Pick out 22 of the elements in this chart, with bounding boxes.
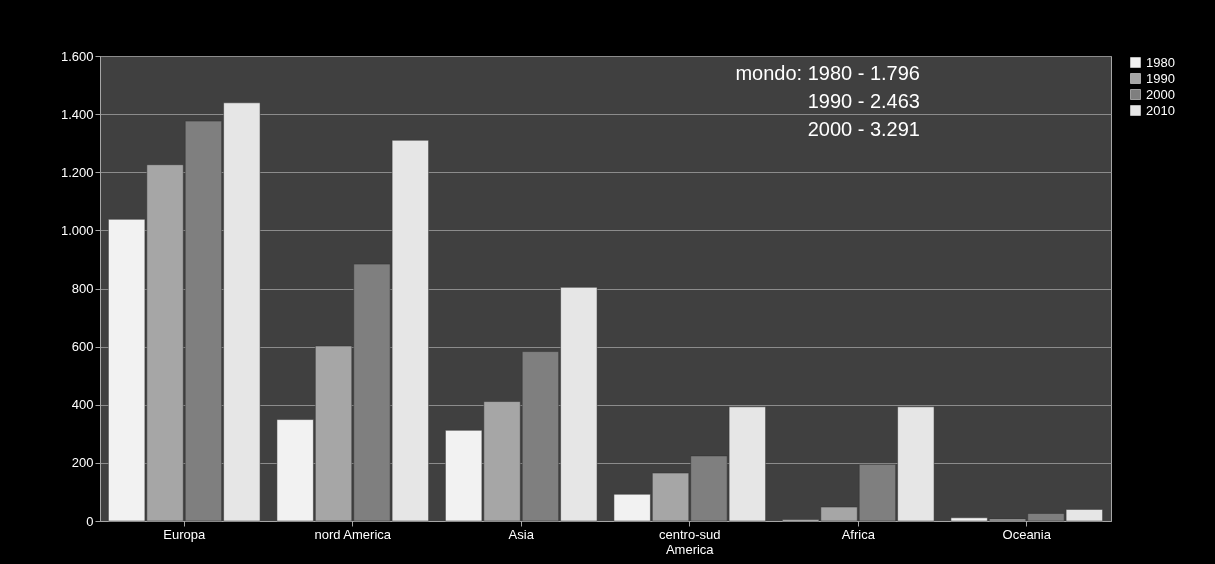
annotation: mondo: 1980 - 1.796 xyxy=(735,62,920,84)
legend-label: 2000 xyxy=(1146,86,1175,102)
x-tick-label: Europa xyxy=(163,526,206,542)
x-tick-label: Oceania xyxy=(1002,526,1052,542)
y-tick-label: 800 xyxy=(71,281,94,296)
legend-label: 1980 xyxy=(1146,54,1175,70)
y-tick-label: 400 xyxy=(71,397,94,413)
x-tick-label: Africa xyxy=(841,526,876,542)
y-tick-label: 1.200 xyxy=(60,164,94,180)
x-tick-label: nord America xyxy=(314,526,392,542)
legend-label: 2010 xyxy=(1146,102,1175,118)
y-tick-label: 1.600 xyxy=(60,48,94,64)
x-tick-label: centro-sud America xyxy=(659,526,721,557)
y-tick-label: 600 xyxy=(71,339,94,355)
y-tick-label: 200 xyxy=(71,455,94,471)
annotation: 2000 - 3.291 xyxy=(807,118,920,140)
y-tick-label: 0 xyxy=(86,513,94,529)
annotation: 1990 - 2.463 xyxy=(807,90,920,112)
legend-label: 1990 xyxy=(1146,70,1175,86)
x-tick-label: Asia xyxy=(508,526,535,542)
y-tick-label: 1.400 xyxy=(60,106,94,122)
y-tick-label: 1.000 xyxy=(60,222,94,238)
